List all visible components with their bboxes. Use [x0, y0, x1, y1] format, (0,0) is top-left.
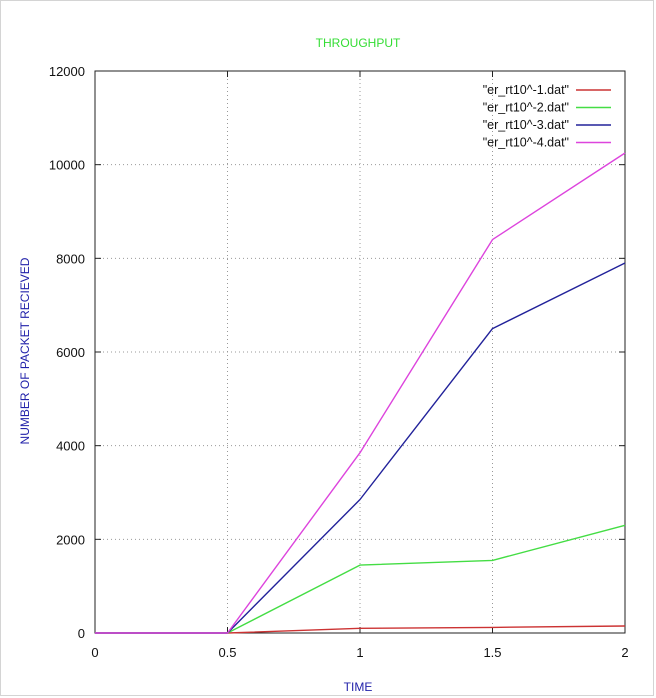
grid [95, 71, 625, 633]
legend-label: "er_rt10^-4.dat" [483, 136, 569, 150]
series-lines [95, 152, 626, 634]
series-line-4 [95, 152, 626, 634]
y-tick-label: 0 [78, 626, 85, 641]
legend: "er_rt10^-1.dat" "er_rt10^-2.dat" "er_rt10… [483, 83, 611, 150]
y-tick-label: 12000 [49, 64, 85, 79]
x-axis-label: TIME [344, 680, 373, 694]
legend-label: "er_rt10^-2.dat" [483, 101, 569, 115]
legend-label: "er_rt10^-1.dat" [483, 83, 569, 97]
y-axis-label: NUMBER OF PACKET RECIEVED [18, 257, 32, 444]
y-tick-label: 6000 [56, 345, 85, 360]
x-tick-label: 0 [91, 645, 98, 660]
y-tick-label: 2000 [56, 532, 85, 547]
chart-title: THROUGHPUT [316, 36, 401, 50]
y-tick-label: 10000 [49, 158, 85, 173]
y-tick-label: 8000 [56, 251, 85, 266]
x-tick-label: 1.5 [483, 645, 501, 660]
axis-ticks: 0 2000 4000 6000 8000 10000 12000 0 0.5 1 1.5 2 [49, 64, 629, 660]
legend-label: "er_rt10^-3.dat" [483, 118, 569, 132]
x-tick-label: 1 [356, 645, 363, 660]
x-tick-label: 0.5 [218, 645, 236, 660]
x-tick-label: 2 [621, 645, 628, 660]
y-tick-label: 4000 [56, 439, 85, 454]
